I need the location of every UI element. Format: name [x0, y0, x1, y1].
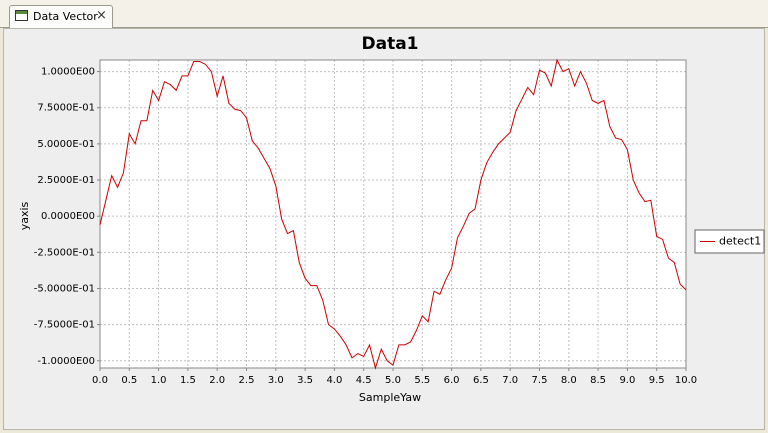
- x-tick-label: 7.5: [532, 375, 548, 386]
- y-tick-label: 7.5000E-01: [37, 103, 95, 114]
- x-tick-label: 2.5: [239, 375, 255, 386]
- x-tick-label: 9.0: [619, 375, 635, 386]
- x-tick-label: 10.0: [675, 375, 697, 386]
- tab-icon: [15, 10, 28, 21]
- x-tick-label: 6.0: [444, 375, 460, 386]
- tab-title: Data Vector: [33, 10, 98, 23]
- y-tick-label: 1.0000E00: [41, 67, 95, 78]
- tab-bar: Data Vector ×: [0, 0, 768, 28]
- legend-label: detect1: [719, 235, 761, 248]
- y-tick-label: -5.0000E-01: [34, 283, 95, 294]
- y-tick-label: 2.5000E-01: [37, 175, 95, 186]
- data-line: [99, 58, 687, 370]
- tab-close[interactable]: ×: [96, 8, 107, 23]
- tab[interactable]: Data Vector ×: [9, 5, 113, 28]
- y-tick-label: -2.5000E-01: [34, 247, 95, 258]
- x-tick-label: 4.5: [356, 375, 372, 386]
- x-tick-label: 8.0: [561, 375, 577, 386]
- x-tick-label: 1.0: [151, 375, 167, 386]
- x-tick-label: 9.5: [649, 375, 665, 386]
- x-tick-label: 8.5: [590, 375, 606, 386]
- x-tick-label: 4.0: [326, 375, 342, 386]
- x-tick-label: 0.5: [121, 375, 137, 386]
- x-tick-label: 5.0: [385, 375, 401, 386]
- x-tick-label: 7.0: [502, 375, 518, 386]
- x-tick-label: 3.5: [297, 375, 313, 386]
- x-tick-label: 1.5: [180, 375, 196, 386]
- y-tick-label: 0.0000E00: [41, 211, 95, 222]
- x-tick-label: 0.0: [92, 375, 108, 386]
- chart-title: Data1: [361, 34, 418, 54]
- x-tick-label: 5.5: [414, 375, 430, 386]
- x-tick-label: 6.5: [473, 375, 489, 386]
- x-tick-label: 2.0: [209, 375, 225, 386]
- x-axis-label: SampleYaw: [359, 391, 421, 404]
- x-tick-label: 3.0: [268, 375, 284, 386]
- y-tick-label: -7.5000E-01: [34, 320, 95, 331]
- y-tick-label: 5.0000E-01: [37, 139, 95, 150]
- y-axis-label: yaxis: [18, 201, 31, 230]
- y-tick-label: -1.0000E00: [37, 356, 95, 367]
- plot-border: [99, 59, 687, 369]
- legend-box: [694, 229, 765, 254]
